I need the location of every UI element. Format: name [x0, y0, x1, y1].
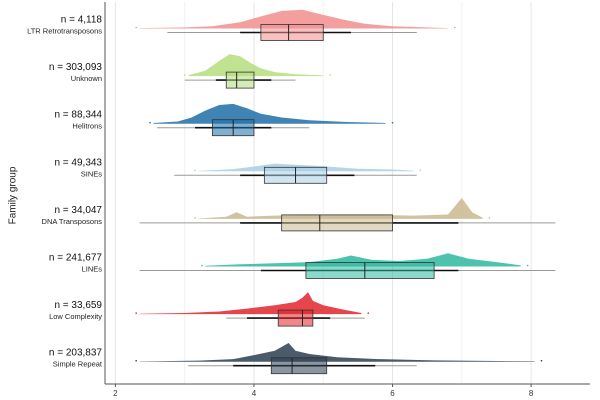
- density-ltr-retrotransposons: [139, 9, 448, 29]
- category-label-low-complexity: Low Complexity: [49, 312, 102, 321]
- outlier-dot: [183, 74, 186, 76]
- box-simple-repeat: [270, 357, 328, 375]
- outlier-dot: [526, 264, 529, 267]
- y-axis-label: Family group: [7, 166, 19, 225]
- n-label-dna-transposons: n = 34,047: [54, 205, 102, 216]
- box-unknown: [225, 71, 255, 89]
- outlier-dot: [391, 121, 394, 124]
- box-low-complexity: [277, 309, 314, 327]
- category-label-simple-repeat: Simple Repeat: [53, 360, 103, 369]
- density-simple-repeat: [139, 343, 535, 362]
- category-label-dna-transposons: DNA Transposons: [42, 217, 103, 226]
- outlier-dot: [367, 312, 370, 314]
- outlier-dot: [419, 169, 422, 172]
- density-helitrons: [153, 103, 386, 124]
- outlier-dot: [135, 26, 137, 29]
- x-tick-label: 6: [390, 389, 395, 398]
- outlier-dot: [135, 312, 137, 314]
- outlier-dot: [135, 359, 137, 362]
- n-label-unknown: n = 303,093: [49, 62, 103, 73]
- n-label-simple-repeat: n = 203,837: [49, 348, 103, 359]
- outlier-dot: [149, 121, 151, 124]
- density-unknown: [188, 54, 324, 77]
- category-label-sines: SINEs: [81, 169, 103, 178]
- box-ltr-retrotransposons: [260, 24, 324, 41]
- n-label-sines: n = 49,343: [54, 157, 102, 168]
- outlier-dot: [540, 359, 543, 362]
- x-tick-label: 4: [252, 389, 257, 398]
- density-low-complexity: [139, 292, 362, 315]
- x-tick-label: 8: [529, 389, 534, 398]
- n-label-ltr-retrotransposons: n = 4,118: [61, 15, 103, 26]
- category-label-ltr-retrotransposons: LTR Retrotransposons: [27, 27, 102, 36]
- outlier-dot: [454, 26, 456, 29]
- n-label-low-complexity: n = 33,659: [54, 300, 102, 311]
- outlier-dot: [194, 169, 196, 172]
- category-label-helitrons: Helitrons: [72, 122, 102, 131]
- category-label-unknown: Unknown: [71, 74, 102, 83]
- outlier-dot: [488, 217, 491, 219]
- n-label-lines: n = 241,677: [49, 253, 103, 264]
- n-label-helitrons: n = 88,344: [54, 110, 102, 121]
- outlier-dot: [201, 264, 203, 267]
- outlier-dot: [194, 217, 196, 219]
- box-lines: [305, 262, 435, 279]
- x-tick-label: 2: [113, 389, 118, 398]
- box-dna-transposons: [281, 214, 393, 232]
- density-lines: [205, 253, 521, 267]
- outlier-dot: [329, 74, 331, 76]
- category-label-lines: LINEs: [82, 265, 103, 274]
